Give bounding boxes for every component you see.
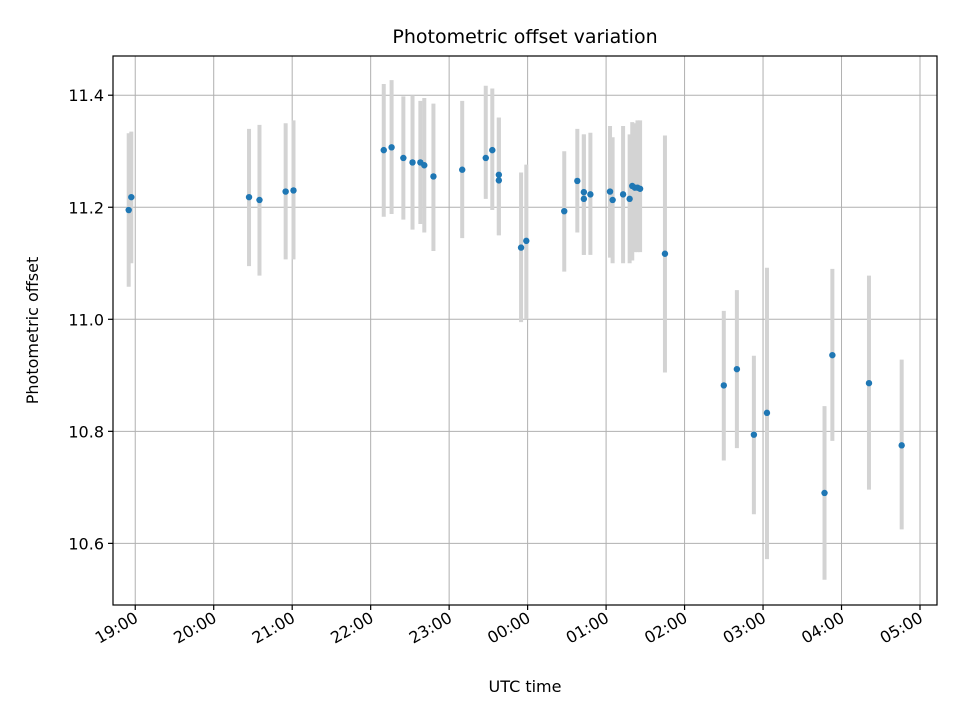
data-point bbox=[482, 154, 489, 162]
data-point bbox=[489, 146, 496, 154]
data-point bbox=[580, 188, 588, 196]
data-point bbox=[495, 171, 503, 178]
x-tick-label: 00:00 bbox=[484, 608, 533, 648]
y-tick-label: 11.0 bbox=[68, 310, 104, 329]
y-tick-label: 11.2 bbox=[68, 198, 104, 217]
x-tick-label: 20:00 bbox=[170, 608, 219, 648]
data-point bbox=[636, 185, 644, 192]
x-tick-label: 03:00 bbox=[720, 608, 769, 648]
x-tick-label: 01:00 bbox=[563, 608, 612, 648]
data-point bbox=[580, 195, 588, 203]
data-point bbox=[400, 154, 407, 162]
data-point bbox=[609, 196, 616, 204]
data-point bbox=[256, 196, 263, 204]
data-point bbox=[720, 382, 728, 389]
data-point bbox=[517, 244, 525, 251]
data-point bbox=[829, 351, 836, 359]
grid-lines bbox=[113, 56, 937, 605]
data-point bbox=[459, 166, 466, 173]
data-point bbox=[523, 237, 530, 245]
data-point bbox=[128, 193, 135, 201]
data-point bbox=[125, 206, 132, 214]
x-axis-ticks: 19:00 20:00 21:00 22:00 23:00 00:00 01:00 02:00… bbox=[92, 605, 926, 648]
data-point bbox=[821, 489, 828, 497]
x-tick-label: 19:00 bbox=[92, 608, 141, 648]
data-point bbox=[561, 207, 568, 215]
plot-area-frame bbox=[112, 55, 938, 606]
data-point bbox=[733, 365, 741, 373]
data-point bbox=[380, 146, 387, 154]
data-point bbox=[763, 409, 771, 417]
y-axis-label: Photometric offset bbox=[23, 257, 42, 405]
y-tick-label: 11.4 bbox=[68, 86, 104, 105]
data-point bbox=[750, 431, 758, 438]
y-axis-ticks: 10.6 10.8 11.0 11.2 11.4 bbox=[68, 86, 113, 553]
data-point bbox=[290, 187, 297, 194]
data-points bbox=[125, 144, 905, 497]
data-point bbox=[661, 250, 669, 257]
data-point bbox=[495, 177, 503, 184]
x-tick-label: 05:00 bbox=[877, 608, 926, 648]
x-tick-label: 04:00 bbox=[798, 608, 847, 648]
x-tick-label: 02:00 bbox=[641, 608, 690, 648]
data-point bbox=[245, 193, 253, 201]
data-point bbox=[430, 173, 437, 180]
data-point bbox=[409, 159, 416, 166]
x-tick-label: 21:00 bbox=[249, 608, 298, 648]
data-point bbox=[626, 195, 633, 203]
x-tick-label: 23:00 bbox=[406, 608, 455, 648]
data-point bbox=[574, 177, 581, 185]
chart-title: Photometric offset variation bbox=[392, 26, 657, 48]
data-point bbox=[388, 144, 395, 151]
data-point bbox=[898, 442, 905, 449]
y-tick-label: 10.6 bbox=[68, 534, 104, 553]
data-point bbox=[587, 191, 594, 198]
data-point bbox=[619, 191, 627, 198]
x-axis-label: UTC time bbox=[489, 677, 562, 696]
data-point bbox=[606, 188, 614, 195]
data-point bbox=[421, 162, 428, 169]
data-point bbox=[282, 188, 289, 195]
data-point bbox=[865, 379, 873, 387]
error-bars bbox=[126, 80, 904, 580]
y-tick-label: 10.8 bbox=[68, 422, 104, 441]
x-tick-label: 22:00 bbox=[327, 608, 376, 648]
